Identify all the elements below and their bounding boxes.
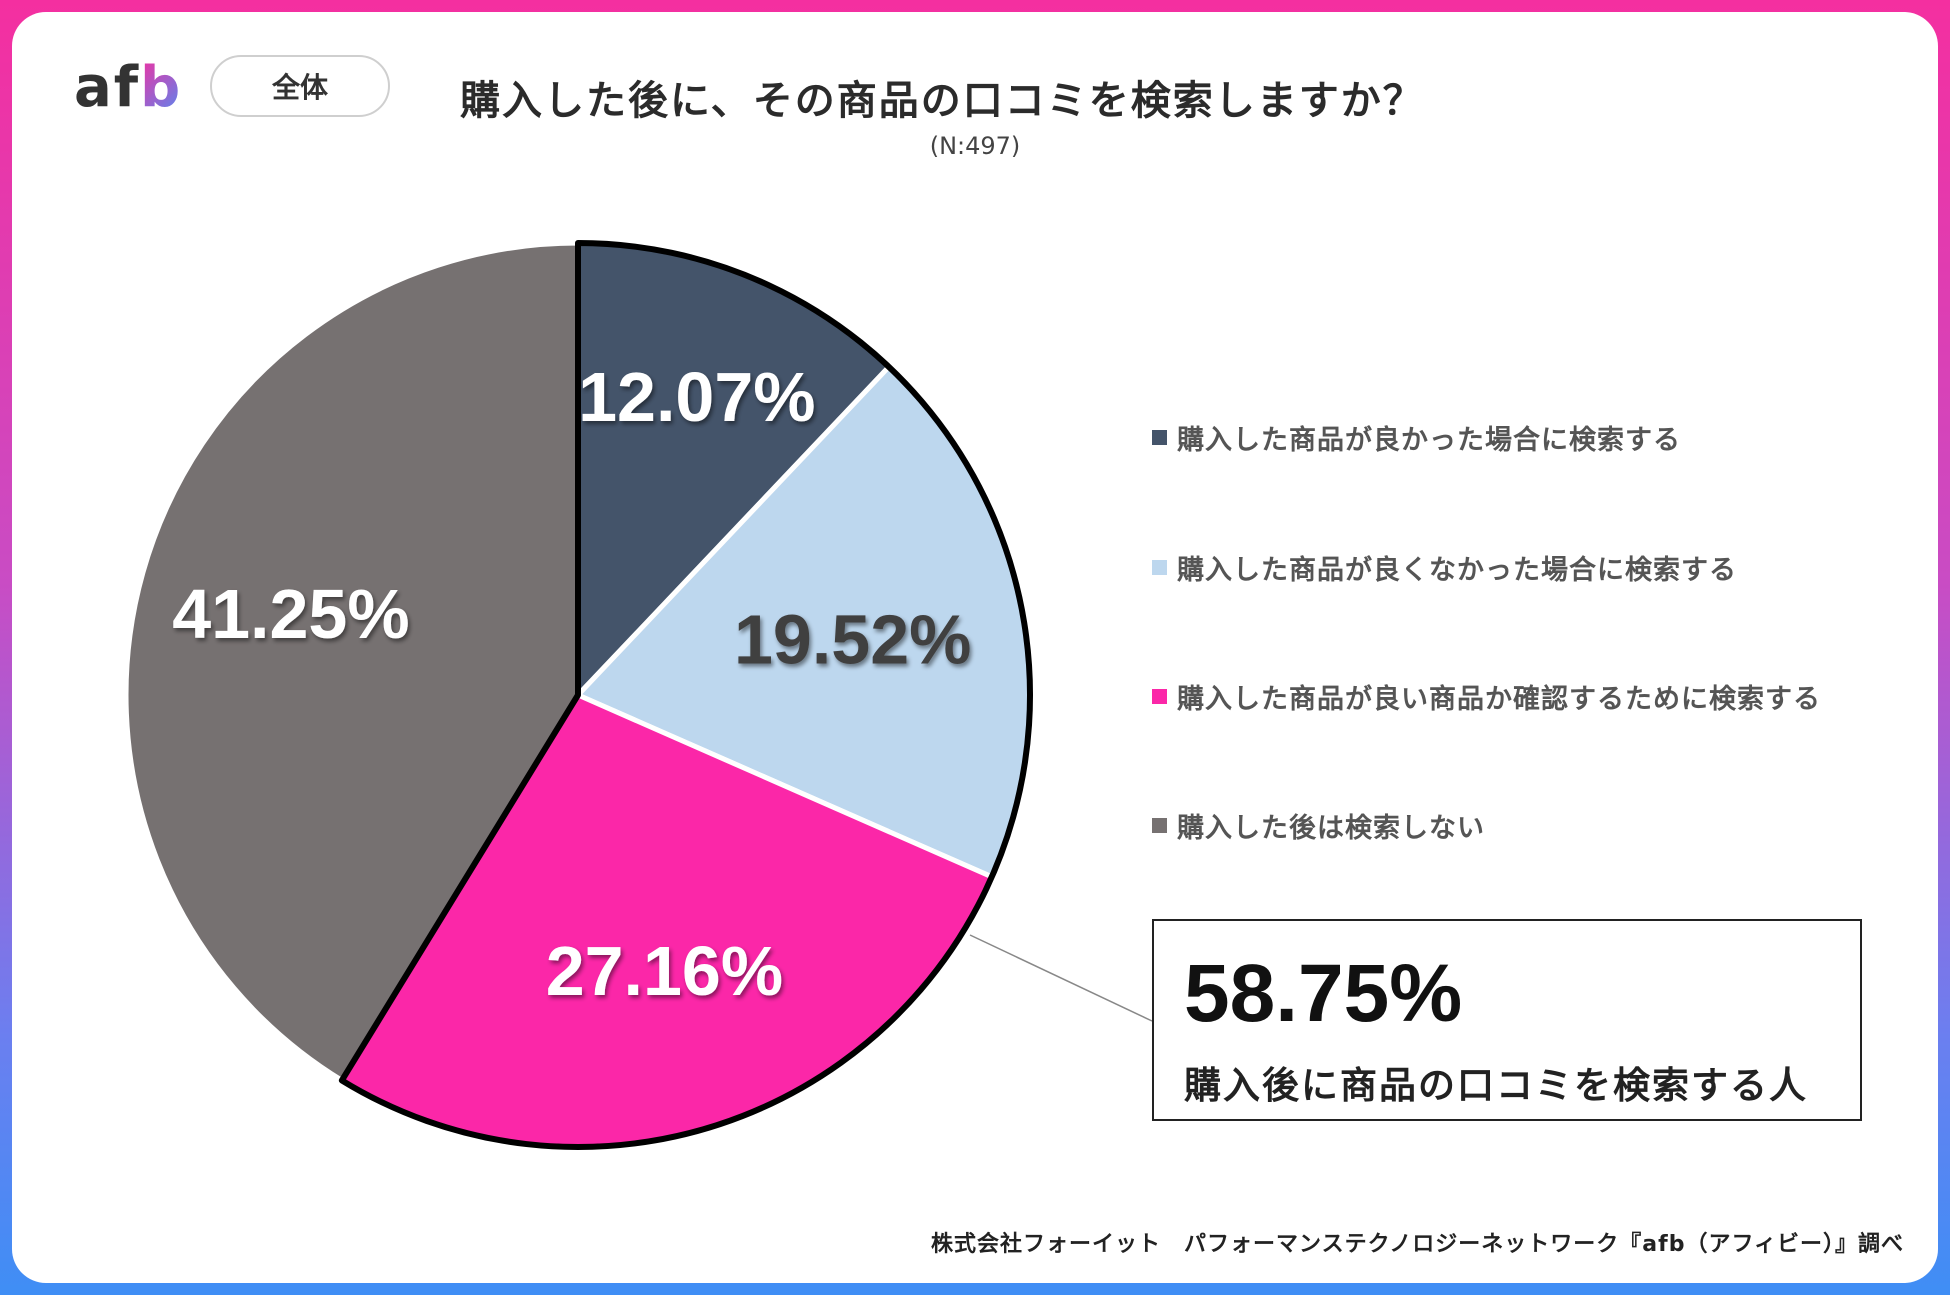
legend-swatch: [1152, 818, 1167, 833]
highlight-caption: 購入後に商品の口コミを検索する人: [1184, 1064, 1808, 1107]
slice-value-label: 41.25%: [172, 575, 409, 653]
chart-title: 購入した後に、その商品の口コミを検索しますか？: [460, 78, 1425, 124]
legend-item-confirm: 購入した商品が良い商品か確認するために検索する: [1152, 677, 1821, 716]
legend-swatch: [1152, 689, 1167, 704]
segment-pill-label: 全体: [271, 71, 328, 104]
legend-item-none: 購入した後は検索しない: [1152, 806, 1485, 845]
slice-none: [123, 240, 581, 1083]
afb-logo: afb: [74, 55, 183, 120]
segment-pill[interactable]: 全体: [210, 55, 390, 117]
legend-swatch: [1152, 430, 1167, 445]
callout-leader-line: [969, 934, 1153, 1022]
slice-value-label: 19.52%: [734, 601, 971, 679]
sample-size: (N:497): [929, 132, 1021, 160]
highlight-outline: [338, 240, 1033, 1150]
highlight-value: 58.75%: [1184, 948, 1463, 1039]
legend-item-good: 購入した商品が良かった場合に検索する: [1152, 418, 1681, 457]
slice-value-label: 27.16%: [546, 932, 783, 1010]
slice-value-label: 12.07%: [578, 358, 815, 436]
legend-item-bad: 購入した商品が良くなかった場合に検索する: [1152, 548, 1737, 587]
legend-swatch: [1152, 560, 1167, 575]
highlight-callout: 58.75% 購入後に商品の口コミを検索する人: [1152, 919, 1862, 1121]
source-note: 株式会社フォーイット パフォーマンステクノロジーネットワーク『afb（アフィビー…: [931, 1232, 1904, 1257]
